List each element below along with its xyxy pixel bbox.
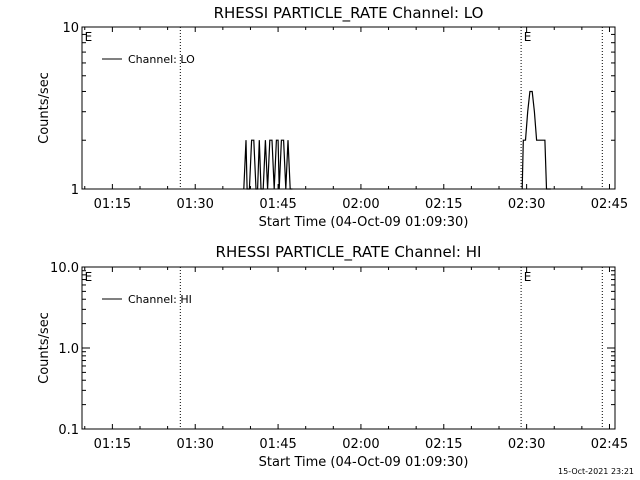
chart1-plot-frame	[81, 26, 616, 190]
chart1-x-tick-label: 02:45	[591, 197, 628, 212]
chart2-x-tick-label: 02:15	[425, 437, 462, 452]
chart1-series-line	[521, 90, 551, 190]
chart2-event-marker: E	[85, 270, 93, 284]
chart2-y-tick-label: 1.0	[58, 342, 79, 357]
chart1-x-tick-label: 01:45	[259, 197, 296, 212]
chart2-x-tick-label: 01:30	[176, 437, 213, 452]
chart1-x-axis-label: Start Time (04-Oct-09 01:09:30)	[259, 215, 469, 230]
chart1-x-tick-label: 01:15	[94, 197, 131, 212]
chart1-x-tick-label: 02:00	[342, 197, 379, 212]
chart1-y-tick-label: 10	[62, 21, 79, 36]
chart2-event-marker: E	[524, 270, 532, 284]
chart2-x-tick-label: 01:15	[94, 437, 131, 452]
chart1-event-marker: E	[85, 30, 93, 44]
chart1-y-tick-label: 1	[71, 183, 79, 198]
chart2-y-tick-label: 10.0	[50, 261, 79, 276]
chart1-x-tick-label: 01:30	[176, 197, 213, 212]
chart1-x-tick-label: 02:30	[508, 197, 545, 212]
chart2-x-tick-label: 01:45	[259, 437, 296, 452]
chart2-title: RHESSI PARTICLE_RATE Channel: HI	[216, 243, 482, 262]
chart2-legend-label: Channel: HI	[128, 293, 192, 306]
chart1-event-marker: E	[524, 30, 532, 44]
chart1-legend-label: Channel: LO	[128, 53, 195, 66]
chart2-x-tick-label: 02:45	[591, 437, 628, 452]
footer-timestamp: 15-Oct-2021 23:21	[558, 467, 634, 476]
chart1-title: RHESSI PARTICLE_RATE Channel: LO	[214, 4, 484, 23]
chart2-plot-frame	[81, 266, 616, 430]
chart2-x-tick-label: 02:00	[342, 437, 379, 452]
chart2-y-axis-label: Counts/sec	[37, 312, 52, 384]
chart2-x-axis-label: Start Time (04-Oct-09 01:09:30)	[259, 455, 469, 470]
chart1-x-tick-label: 02:15	[425, 197, 462, 212]
chart2-y-tick-label: 0.1	[58, 423, 79, 438]
chart1-y-axis-label: Counts/sec	[37, 72, 52, 144]
chart1-series-line	[243, 139, 293, 190]
chart2-x-tick-label: 02:30	[508, 437, 545, 452]
